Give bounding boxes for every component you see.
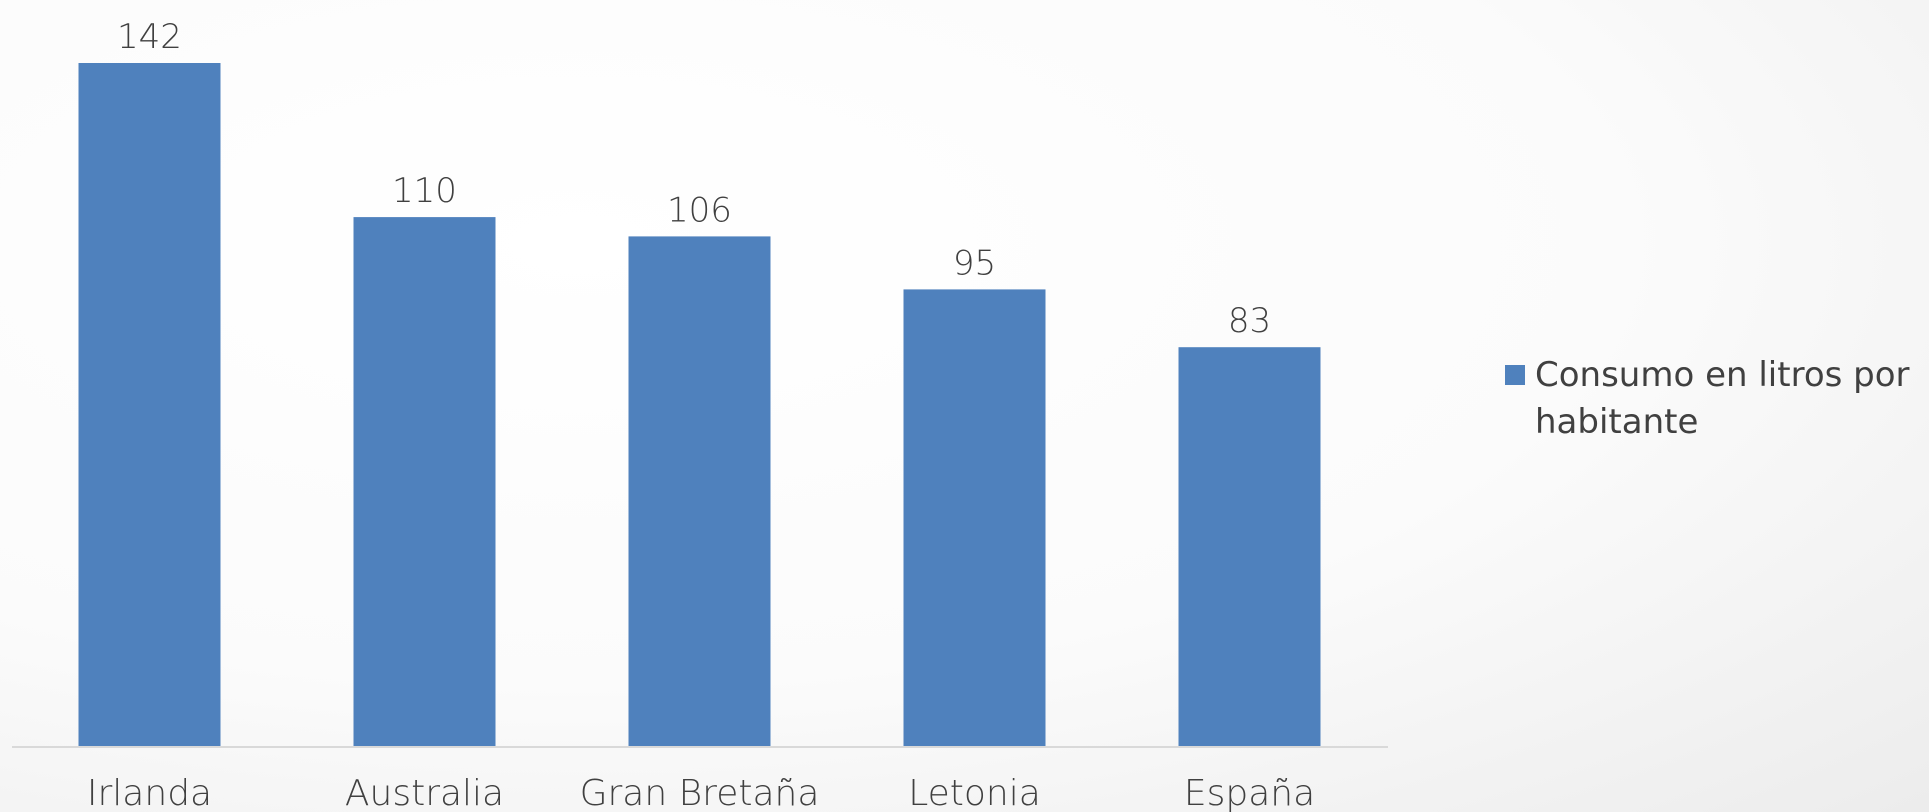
legend-swatch (1505, 365, 1525, 385)
category-label: Australia (345, 773, 504, 812)
data-label: 110 (392, 171, 457, 211)
category-label: Letonia (908, 773, 1041, 812)
legend: Consumo en litros por habitante (1505, 355, 1910, 442)
data-label: 95 (953, 243, 996, 283)
category-label: Irlanda (87, 773, 212, 812)
legend-label-line1: Consumo en litros por (1535, 355, 1910, 395)
legend-label-line2: habitante (1535, 402, 1698, 442)
data-label: 106 (667, 190, 732, 230)
data-label: 142 (117, 17, 182, 57)
bar-gran-bretaña (628, 236, 771, 747)
data-label: 83 (1228, 301, 1271, 341)
bar-españa (1178, 347, 1321, 747)
value-labels-group: 142 110 106 95 83 (117, 17, 1271, 341)
bar-letonia (903, 289, 1046, 747)
category-label: España (1184, 773, 1315, 812)
category-labels-group: Irlanda Australia Gran Bretaña Letonia Españ… (87, 773, 1315, 812)
category-label: Gran Bretaña (580, 773, 820, 812)
bar-australia (353, 217, 496, 748)
bar-irlanda (78, 63, 221, 747)
bars-group (78, 63, 1321, 748)
